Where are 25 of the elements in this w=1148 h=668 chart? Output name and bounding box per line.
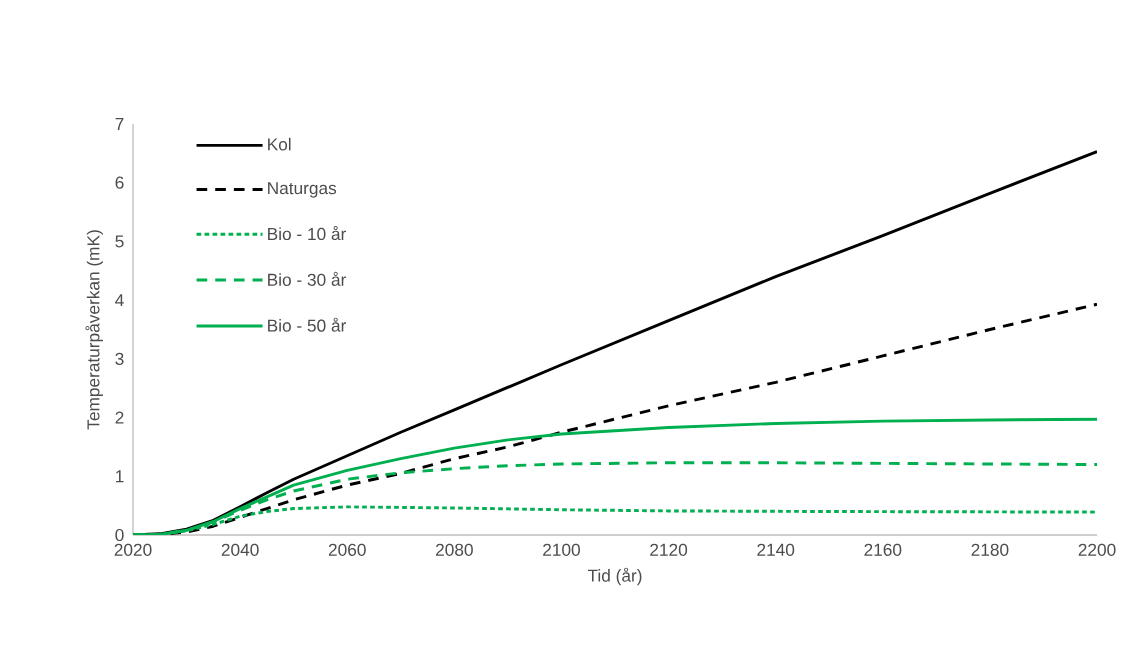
legend-label: Bio - 10 år: [268, 226, 347, 241]
y-tick-label: 1: [116, 470, 124, 483]
x-axis-title: Tid (år): [587, 567, 642, 586]
legend-label: Bio - 30 år: [268, 271, 347, 286]
legend-label: Bio - 50 år: [268, 317, 347, 332]
x-tick-label: 2060: [328, 543, 366, 556]
x-tick-label: 2080: [436, 543, 473, 556]
y-axis-title: Temperaturpåverkan (mK): [85, 230, 103, 430]
x-tick-label: 2140: [757, 543, 795, 556]
y-tick-label: 0: [115, 528, 124, 542]
x-tick-label: 2040: [221, 543, 259, 556]
x-tick-label: 2160: [864, 543, 902, 556]
x-tick-label: 2180: [971, 543, 1009, 556]
x-tick-label: 2100: [543, 543, 580, 556]
legend-label: Naturgas: [268, 182, 337, 198]
y-tick-label: 4: [115, 294, 124, 307]
x-tick-label: 2020: [114, 543, 152, 556]
y-tick-label: 2: [115, 411, 124, 424]
x-tick-label: 2120: [650, 543, 688, 556]
x-tick-label: 2200: [1078, 543, 1116, 556]
y-tick-label: 6: [115, 176, 124, 189]
y-tick-label: 7: [115, 118, 124, 130]
legend-label: Kol: [268, 137, 291, 151]
y-tick-label: 5: [115, 235, 124, 248]
y-tick-label: 3: [115, 352, 124, 365]
